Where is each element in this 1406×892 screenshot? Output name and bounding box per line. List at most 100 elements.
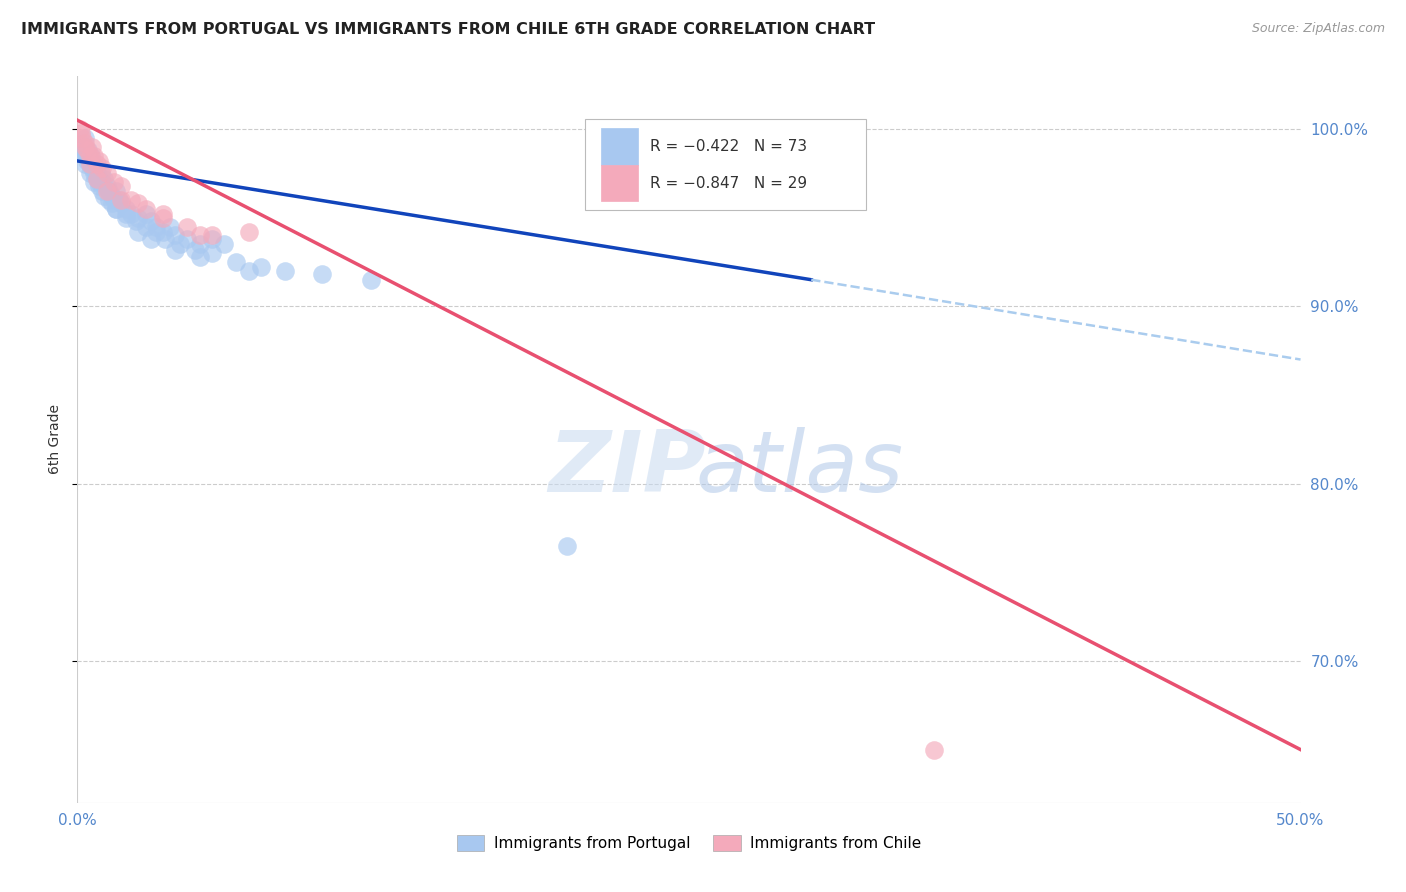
Point bbox=[89, 153, 111, 168]
Point bbox=[110, 193, 132, 207]
Point bbox=[184, 243, 207, 257]
Point bbox=[176, 219, 198, 234]
Point bbox=[90, 161, 112, 175]
Point bbox=[105, 184, 128, 198]
Point bbox=[145, 225, 167, 239]
Point bbox=[108, 193, 131, 207]
Point bbox=[135, 202, 157, 216]
Point bbox=[73, 157, 96, 171]
Point bbox=[80, 140, 103, 154]
Point bbox=[82, 161, 104, 175]
Point bbox=[75, 148, 97, 162]
Point bbox=[103, 175, 125, 189]
Point bbox=[110, 196, 132, 211]
Point bbox=[83, 148, 105, 162]
Point bbox=[80, 148, 103, 162]
Y-axis label: 6th Grade: 6th Grade bbox=[48, 404, 62, 475]
Point bbox=[225, 255, 247, 269]
Point bbox=[238, 225, 260, 239]
Point bbox=[238, 264, 260, 278]
Point bbox=[69, 122, 91, 136]
Text: R = −0.422   N = 73: R = −0.422 N = 73 bbox=[650, 139, 807, 154]
Point bbox=[90, 175, 112, 189]
Point bbox=[79, 166, 101, 180]
Point bbox=[152, 207, 174, 221]
Bar bbox=[600, 165, 637, 202]
Point bbox=[73, 131, 96, 145]
Point bbox=[79, 148, 101, 162]
Point bbox=[115, 211, 138, 225]
Point bbox=[169, 237, 191, 252]
Point bbox=[79, 157, 101, 171]
Point bbox=[139, 232, 162, 246]
Point bbox=[250, 260, 273, 275]
Point bbox=[76, 153, 98, 168]
Point bbox=[105, 202, 128, 216]
Point bbox=[120, 207, 142, 221]
Point bbox=[274, 264, 297, 278]
Point bbox=[93, 189, 115, 203]
Point bbox=[86, 157, 108, 171]
Point bbox=[98, 184, 121, 198]
FancyBboxPatch shape bbox=[585, 120, 866, 211]
Point bbox=[96, 166, 118, 180]
Point bbox=[76, 143, 98, 157]
Text: R = −0.847   N = 29: R = −0.847 N = 29 bbox=[650, 176, 807, 191]
Point bbox=[86, 171, 108, 186]
Point bbox=[139, 214, 162, 228]
Point bbox=[83, 166, 105, 180]
Point bbox=[165, 228, 187, 243]
Point bbox=[212, 237, 235, 252]
Point bbox=[69, 136, 91, 151]
Point bbox=[188, 228, 211, 243]
Point bbox=[86, 166, 108, 180]
Point bbox=[188, 237, 211, 252]
Point bbox=[76, 148, 98, 162]
Point bbox=[70, 140, 93, 154]
Point bbox=[360, 273, 382, 287]
Point bbox=[80, 161, 103, 175]
Point bbox=[127, 211, 149, 225]
Point bbox=[72, 146, 94, 161]
Point bbox=[73, 140, 96, 154]
Point bbox=[115, 207, 138, 221]
Bar bbox=[600, 128, 637, 165]
Point bbox=[555, 539, 578, 553]
Point bbox=[125, 214, 148, 228]
Point bbox=[152, 225, 174, 239]
Point bbox=[80, 157, 103, 171]
Legend: Immigrants from Portugal, Immigrants from Chile: Immigrants from Portugal, Immigrants fro… bbox=[451, 829, 927, 857]
Point bbox=[135, 219, 157, 234]
Point bbox=[201, 232, 224, 246]
Point bbox=[70, 131, 93, 145]
Point bbox=[120, 193, 142, 207]
Point bbox=[115, 202, 138, 216]
Point bbox=[127, 196, 149, 211]
Point bbox=[201, 228, 224, 243]
Point bbox=[98, 193, 121, 207]
Point bbox=[93, 171, 115, 186]
Point bbox=[96, 178, 118, 193]
Point bbox=[70, 143, 93, 157]
Text: atlas: atlas bbox=[695, 427, 903, 510]
Point bbox=[86, 171, 108, 186]
Point bbox=[155, 232, 177, 246]
Point bbox=[90, 184, 112, 198]
Point bbox=[89, 178, 111, 193]
Point bbox=[105, 202, 128, 216]
Point bbox=[922, 742, 945, 756]
Point bbox=[127, 225, 149, 239]
Point bbox=[73, 136, 96, 151]
Point bbox=[135, 207, 157, 221]
Point bbox=[89, 175, 111, 189]
Point bbox=[70, 126, 93, 140]
Point bbox=[96, 184, 118, 198]
Point bbox=[100, 189, 122, 203]
Point bbox=[79, 157, 101, 171]
Point bbox=[311, 268, 333, 282]
Point bbox=[100, 196, 122, 211]
Point bbox=[165, 243, 187, 257]
Point bbox=[110, 178, 132, 193]
Point bbox=[152, 211, 174, 225]
Point bbox=[90, 166, 112, 180]
